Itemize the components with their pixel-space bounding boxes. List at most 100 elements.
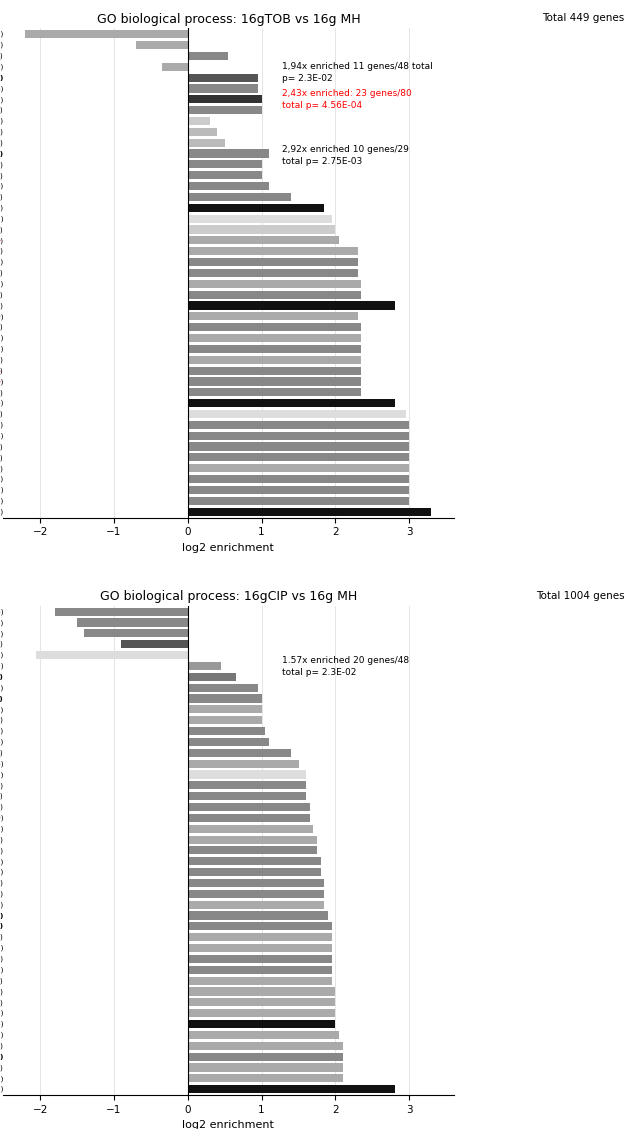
Bar: [188, 998, 335, 1006]
Bar: [188, 508, 432, 516]
Bar: [188, 901, 324, 909]
Text: GDP-mannose metabolic process (GO:0019673): GDP-mannose metabolic process (GO:001967…: [0, 280, 3, 287]
Bar: [188, 334, 361, 342]
Bar: [188, 977, 332, 984]
Bar: [188, 160, 261, 168]
Text: glutamyl-tRNA aminoacylation (GO:0006424): glutamyl-tRNA aminoacylation (GO:0006424…: [0, 390, 3, 395]
Text: RNA catabolic process (GO:0006401): RNA catabolic process (GO:0006401): [0, 194, 3, 200]
Bar: [55, 607, 188, 615]
Text: 'de novo' UMP biosynthetic process (GO:0044205): 'de novo' UMP biosynthetic process (GO:0…: [0, 1065, 3, 1070]
Text: ►: ►: [0, 183, 3, 190]
Bar: [136, 41, 188, 50]
Text: Total 449 genes: Total 449 genes: [542, 14, 625, 24]
Bar: [188, 706, 261, 714]
Text: ►► queuosine biosynthetic process (GO:0008616): ►► queuosine biosynthetic process (GO:00…: [0, 237, 3, 244]
Text: ►► tRNA modification (GO:0006400): ►► tRNA modification (GO:0006400): [0, 674, 3, 680]
Bar: [188, 1019, 335, 1029]
Bar: [188, 128, 217, 135]
Text: ►►: ►►: [0, 150, 3, 157]
Text: ►► RNA (guanine-N7)-methylation (GO:0036265): ►► RNA (guanine-N7)-methylation (GO:0036…: [0, 367, 3, 374]
Text: thiamine transport (GO:0015888): thiamine transport (GO:0015888): [0, 303, 3, 308]
Text: tRNA aminoacylation (GO:0043039): tRNA aminoacylation (GO:0043039): [0, 815, 3, 821]
Bar: [188, 313, 358, 321]
Text: transmembrane transport (GO:0055085): transmembrane transport (GO:0055085): [0, 42, 3, 49]
Bar: [188, 890, 324, 898]
Bar: [188, 139, 225, 147]
Bar: [188, 803, 309, 811]
Bar: [188, 824, 313, 833]
Text: prosthetic group biosynthetic process (GO:0051191): prosthetic group biosynthetic process (G…: [0, 421, 3, 428]
Bar: [188, 1052, 343, 1060]
Text: terpenoid metabolic process (GO:0006721): terpenoid metabolic process (GO:0006721): [0, 793, 3, 799]
Text: ribosome biogenesis (GO:0042254): ribosome biogenesis (GO:0042254): [0, 85, 3, 91]
Text: ribosomal small subunit assembly (GO:0000028): ribosomal small subunit assembly (GO:000…: [0, 999, 3, 1006]
Text: nucleoside monophosphate phosphorylation (GO:0046940): nucleoside monophosphate phosphorylation…: [0, 988, 3, 995]
Bar: [188, 367, 361, 375]
Text: cytoplasmic translation (GO:0002181): cytoplasmic translation (GO:0002181): [0, 945, 3, 952]
Bar: [188, 344, 361, 353]
Text: cell septum assembly (GO:0090529): cell septum assembly (GO:0090529): [0, 891, 3, 898]
Text: ►: ►: [0, 53, 3, 59]
Text: lipopolysaccharide transport (GO:0015920): lipopolysaccharide transport (GO:0015920…: [0, 782, 3, 788]
Bar: [188, 443, 410, 450]
Text: ►► RNA modification (GO:0009451): ►► RNA modification (GO:0009451): [0, 75, 3, 80]
Text: Total 1004 genes: Total 1004 genes: [536, 590, 625, 601]
Bar: [188, 431, 410, 440]
Text: ►► rRNA modification (GO:0000154): ►► rRNA modification (GO:0000154): [0, 150, 3, 157]
Bar: [188, 1074, 343, 1083]
Text: ► rRNA base methylation (GO:0070475): ► rRNA base methylation (GO:0070475): [0, 183, 3, 190]
Text: ►►: ►►: [0, 368, 3, 374]
Text: ►► tRNA wobble base modification (GO:0002097): ►► tRNA wobble base modification (GO:000…: [0, 695, 3, 701]
Text: ►►: ►►: [0, 378, 3, 385]
Bar: [188, 172, 261, 180]
Bar: [188, 955, 332, 963]
Bar: [188, 934, 332, 942]
Text: peptidyl-histidine modification (GO:0018202): peptidyl-histidine modification (GO:0018…: [0, 630, 3, 637]
Bar: [188, 868, 321, 876]
Text: 2,92x enriched 10 genes/29
total p= 2.75E-03: 2,92x enriched 10 genes/29 total p= 2.75…: [282, 145, 410, 166]
Text: protein maturation by iron-sulfur cluster transfer (GO:0097428): protein maturation by iron-sulfur cluste…: [0, 1086, 3, 1093]
Bar: [188, 1064, 343, 1071]
Text: regulation of DNA replication (GO:0006275): regulation of DNA replication (GO:000627…: [0, 978, 3, 983]
Text: cytochrome complex assembly (GO:0017004): cytochrome complex assembly (GO:0017004): [0, 400, 3, 406]
Text: 1.57x enriched 20 genes/48
total p= 2.3E-02: 1.57x enriched 20 genes/48 total p= 2.3E…: [282, 656, 410, 677]
Text: protein transport by the Tat complex (GO:0043953): protein transport by the Tat complex (GO…: [0, 966, 3, 973]
Text: enzyme-directed rRNA 2'-O-methylation (GO:0000453): enzyme-directed rRNA 2'-O-methylation (G…: [0, 465, 3, 472]
Bar: [188, 356, 361, 364]
Bar: [162, 63, 188, 71]
Bar: [188, 922, 332, 930]
Text: guanosine tetraphosphate biosynthetic process (GO:0015970): guanosine tetraphosphate biosynthetic pr…: [0, 454, 3, 461]
Text: regulation of translational fidelity (GO:0006450): regulation of translational fidelity (GO…: [0, 869, 3, 875]
Bar: [188, 738, 269, 746]
Bar: [188, 727, 265, 735]
Bar: [188, 410, 406, 418]
X-axis label: log2 enrichment: log2 enrichment: [183, 1120, 274, 1129]
Bar: [188, 770, 306, 779]
Bar: [188, 683, 258, 692]
Bar: [37, 651, 188, 659]
Text: FtsZ-dependent cytokinesis (GO:0043093): FtsZ-dependent cytokinesis (GO:0043093): [0, 161, 3, 168]
Bar: [188, 878, 324, 887]
Bar: [188, 215, 332, 222]
Text: ►► tRNA threonylcarbamoyladenosine modification (GO:0002949): ►► tRNA threonylcarbamoyladenosine modif…: [0, 1053, 3, 1060]
Text: lipid A metabolic process (GO:0046493): lipid A metabolic process (GO:0046493): [0, 879, 3, 886]
Text: negative regulation of transcription, DNA-templated (GO:0045892): negative regulation of transcription, DN…: [0, 140, 3, 146]
Bar: [188, 965, 332, 974]
Text: ribosome disassembly (GO:0032790): ribosome disassembly (GO:0032790): [0, 955, 3, 962]
Text: biotin biosynthetic process (GO:0009102): biotin biosynthetic process (GO:0009102): [0, 411, 3, 418]
Bar: [122, 640, 188, 648]
Title: GO biological process: 16gCIP vs 16g MH: GO biological process: 16gCIP vs 16g MH: [100, 590, 357, 603]
Text: archaeal or bacterial-type flagellum-dependent cell motility (GO:0097588): archaeal or bacterial-type flagellum-dep…: [0, 609, 3, 615]
Text: ►►: ►►: [0, 674, 3, 680]
Bar: [188, 716, 261, 725]
Bar: [188, 497, 410, 505]
Bar: [84, 629, 188, 638]
Text: ►►: ►►: [0, 237, 3, 244]
Text: arginine catabolic process (GO:0006527): arginine catabolic process (GO:0006527): [0, 259, 3, 265]
Bar: [188, 399, 394, 408]
Text: response to antibiotic (GO:0046677): response to antibiotic (GO:0046677): [0, 771, 3, 778]
Text: carbohydrate transport (GO:0008643): carbohydrate transport (GO:0008643): [0, 30, 3, 37]
Bar: [188, 106, 261, 114]
Bar: [188, 857, 321, 865]
Bar: [188, 835, 317, 843]
